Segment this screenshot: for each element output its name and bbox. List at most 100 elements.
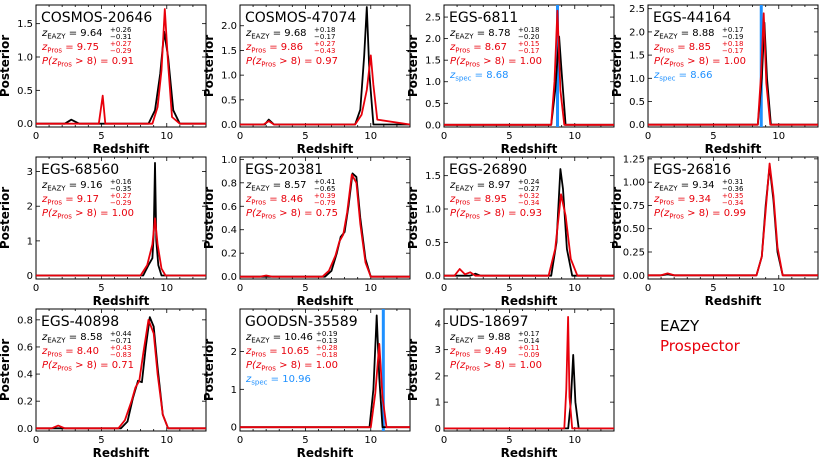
y-tick-label: 0.6 [221, 202, 237, 213]
axes-frame [35, 156, 207, 280]
z-pros-estimate: zPros = 8.85 [653, 42, 711, 55]
p-gt8-z: z [51, 56, 58, 67]
z-pros-estimate: zPros = 9.86 [245, 42, 303, 55]
p-gt8-estimate: P(zPros > 8) = 1.00 [654, 56, 746, 69]
p-gt8-estimate: P(zPros > 8) = 0.71 [42, 360, 134, 373]
z-eazy-estimate-err-up: +0.26 [110, 26, 132, 34]
z-eazy-estimate-sub: EAZY [251, 33, 270, 41]
p-gt8-sub: Pros [57, 61, 72, 69]
z-pros-estimate-err-lo: −0.29 [110, 47, 131, 55]
x-tick-label: 10 [568, 435, 581, 446]
y-tick-label: 1.00 [623, 178, 645, 189]
series-line-prospector [444, 315, 614, 430]
axes-frame [647, 156, 819, 280]
z-pros-estimate-err-up: +0.35 [722, 192, 743, 200]
z-pros-estimate: zPros = 9.34 [653, 194, 711, 207]
y-axis-label: Posterior [202, 35, 216, 97]
p-gt8-estimate: P(zPros > 8) = 0.91 [42, 56, 134, 69]
p-gt8-value: > 8) = 0.93 [480, 208, 542, 219]
z-eazy-estimate-value: = 8.57 [270, 180, 307, 191]
x-axis-label: Redshift [705, 294, 762, 308]
panel-egs-68560: 0 5 10 0 1 2 3 Redshift Posterior EGS-68560 zEAZY … [0, 156, 207, 308]
x-tick-label: 5 [302, 283, 308, 294]
panel-title: COSMOS-47074 [245, 10, 356, 26]
series-line-prospector [444, 193, 614, 277]
axes-frame [239, 4, 411, 128]
z-pros-estimate-value: = 9.86 [266, 42, 303, 53]
x-tick-label: 0 [645, 283, 651, 294]
y-tick-label: 0.8 [17, 315, 33, 326]
z-pros-estimate-z: z [653, 194, 660, 205]
z-pros-estimate: zPros = 8.40 [41, 346, 99, 359]
z-eazy-estimate-sub: EAZY [455, 337, 474, 345]
p-gt8-estimate: P(zPros > 8) = 0.99 [654, 208, 746, 221]
z-pros-estimate-sub: Pros [251, 351, 266, 359]
axes-frame [239, 308, 411, 432]
z-pros-estimate: zPros = 9.49 [449, 346, 507, 359]
z-eazy-estimate-z: z [449, 28, 456, 39]
z-eazy-estimate-err-lo: −0.36 [722, 185, 744, 193]
z-pros-estimate-z: z [449, 42, 456, 53]
p-gt8-sub: Pros [465, 365, 480, 373]
z-eazy-estimate-value: = 10.46 [270, 332, 313, 343]
z-eazy-estimate: zEAZY = 8.78 [449, 28, 511, 41]
panel-cosmos-47074: 0 5 10 0.0 0.5 1.0 1.5 2.0 Redshift Posterior COSM… [202, 4, 411, 156]
y-tick-label: 2.5 [629, 4, 645, 15]
y-tick-label: 4 [435, 319, 441, 330]
x-axis-label: Redshift [297, 446, 354, 460]
y-axis-label: Posterior [0, 35, 12, 97]
x-axis-label: Redshift [297, 142, 354, 156]
p-gt8-prefix: P( [450, 360, 461, 371]
p-gt8-z: z [255, 208, 262, 219]
z-eazy-estimate-sub: EAZY [47, 33, 66, 41]
p-gt8-sub: Pros [261, 61, 276, 69]
x-tick-label: 0 [441, 435, 447, 446]
p-gt8-z: z [663, 56, 670, 67]
p-gt8-value: > 8) = 1.00 [684, 56, 746, 67]
series-line-eazy [36, 161, 206, 277]
y-tick-label: 2.5 [425, 13, 441, 24]
axes-frame [35, 4, 207, 128]
z-eazy-estimate-value: = 9.16 [66, 180, 103, 191]
panel-cosmos-20646: 0 5 10 0.0 0.5 1.0 1.5 Redshift Posterior COSMOS-… [0, 4, 207, 156]
y-tick-label: 0.8 [221, 178, 237, 189]
y-tick-label: 0.00 [623, 271, 645, 282]
x-tick-label: 10 [772, 131, 785, 142]
x-tick-label: 0 [237, 435, 243, 446]
z-pros-estimate-sub: Pros [455, 47, 470, 55]
x-axis-label: Redshift [93, 446, 150, 460]
y-tick-label: 1 [231, 385, 237, 396]
y-tick-label: 0.2 [17, 397, 33, 408]
p-gt8-z: z [255, 56, 262, 67]
z-pros-estimate-value: = 8.67 [470, 42, 507, 53]
x-axis-label: Redshift [297, 294, 354, 308]
series-line-prospector [648, 162, 818, 277]
z-pros-estimate-z: z [245, 42, 252, 53]
z-eazy-estimate-z: z [41, 180, 48, 191]
z-pros-estimate-sub: Pros [251, 47, 266, 55]
z-eazy-estimate-err-up: +0.41 [314, 178, 335, 186]
y-tick-label: 2 [27, 202, 33, 213]
y-tick-label: 0.4 [221, 225, 237, 236]
p-gt8-value: > 8) = 0.75 [276, 208, 338, 219]
p-gt8-sub: Pros [57, 365, 72, 373]
z-pros-estimate-err-up: +0.43 [110, 344, 131, 352]
panel-title: EGS-20381 [245, 162, 323, 178]
z-pros-estimate-value: = 9.75 [62, 42, 99, 53]
y-tick-label: 1.0 [221, 71, 237, 82]
z-pros-estimate: zPros = 9.75 [41, 42, 99, 55]
z-pros-estimate-sub: Pros [47, 199, 62, 207]
x-axis-label: Redshift [501, 142, 558, 156]
p-gt8-prefix: P( [654, 208, 665, 219]
z-pros-estimate-err-lo: −0.09 [518, 351, 539, 359]
z-eazy-estimate: zEAZY = 8.97 [449, 180, 511, 193]
z-pros-estimate-sub: Pros [455, 351, 470, 359]
panel-title: COSMOS-20646 [41, 10, 152, 26]
z-spec-estimate: zspec = 8.68 [449, 70, 509, 83]
y-tick-label: 2.0 [425, 34, 441, 45]
z-pros-estimate-z: z [449, 194, 456, 205]
z-pros-estimate-z: z [41, 194, 48, 205]
z-eazy-estimate-err-up: +0.18 [314, 26, 335, 34]
z-eazy-estimate-sub: EAZY [659, 33, 678, 41]
z-pros-estimate-err-up: +0.27 [110, 192, 131, 200]
